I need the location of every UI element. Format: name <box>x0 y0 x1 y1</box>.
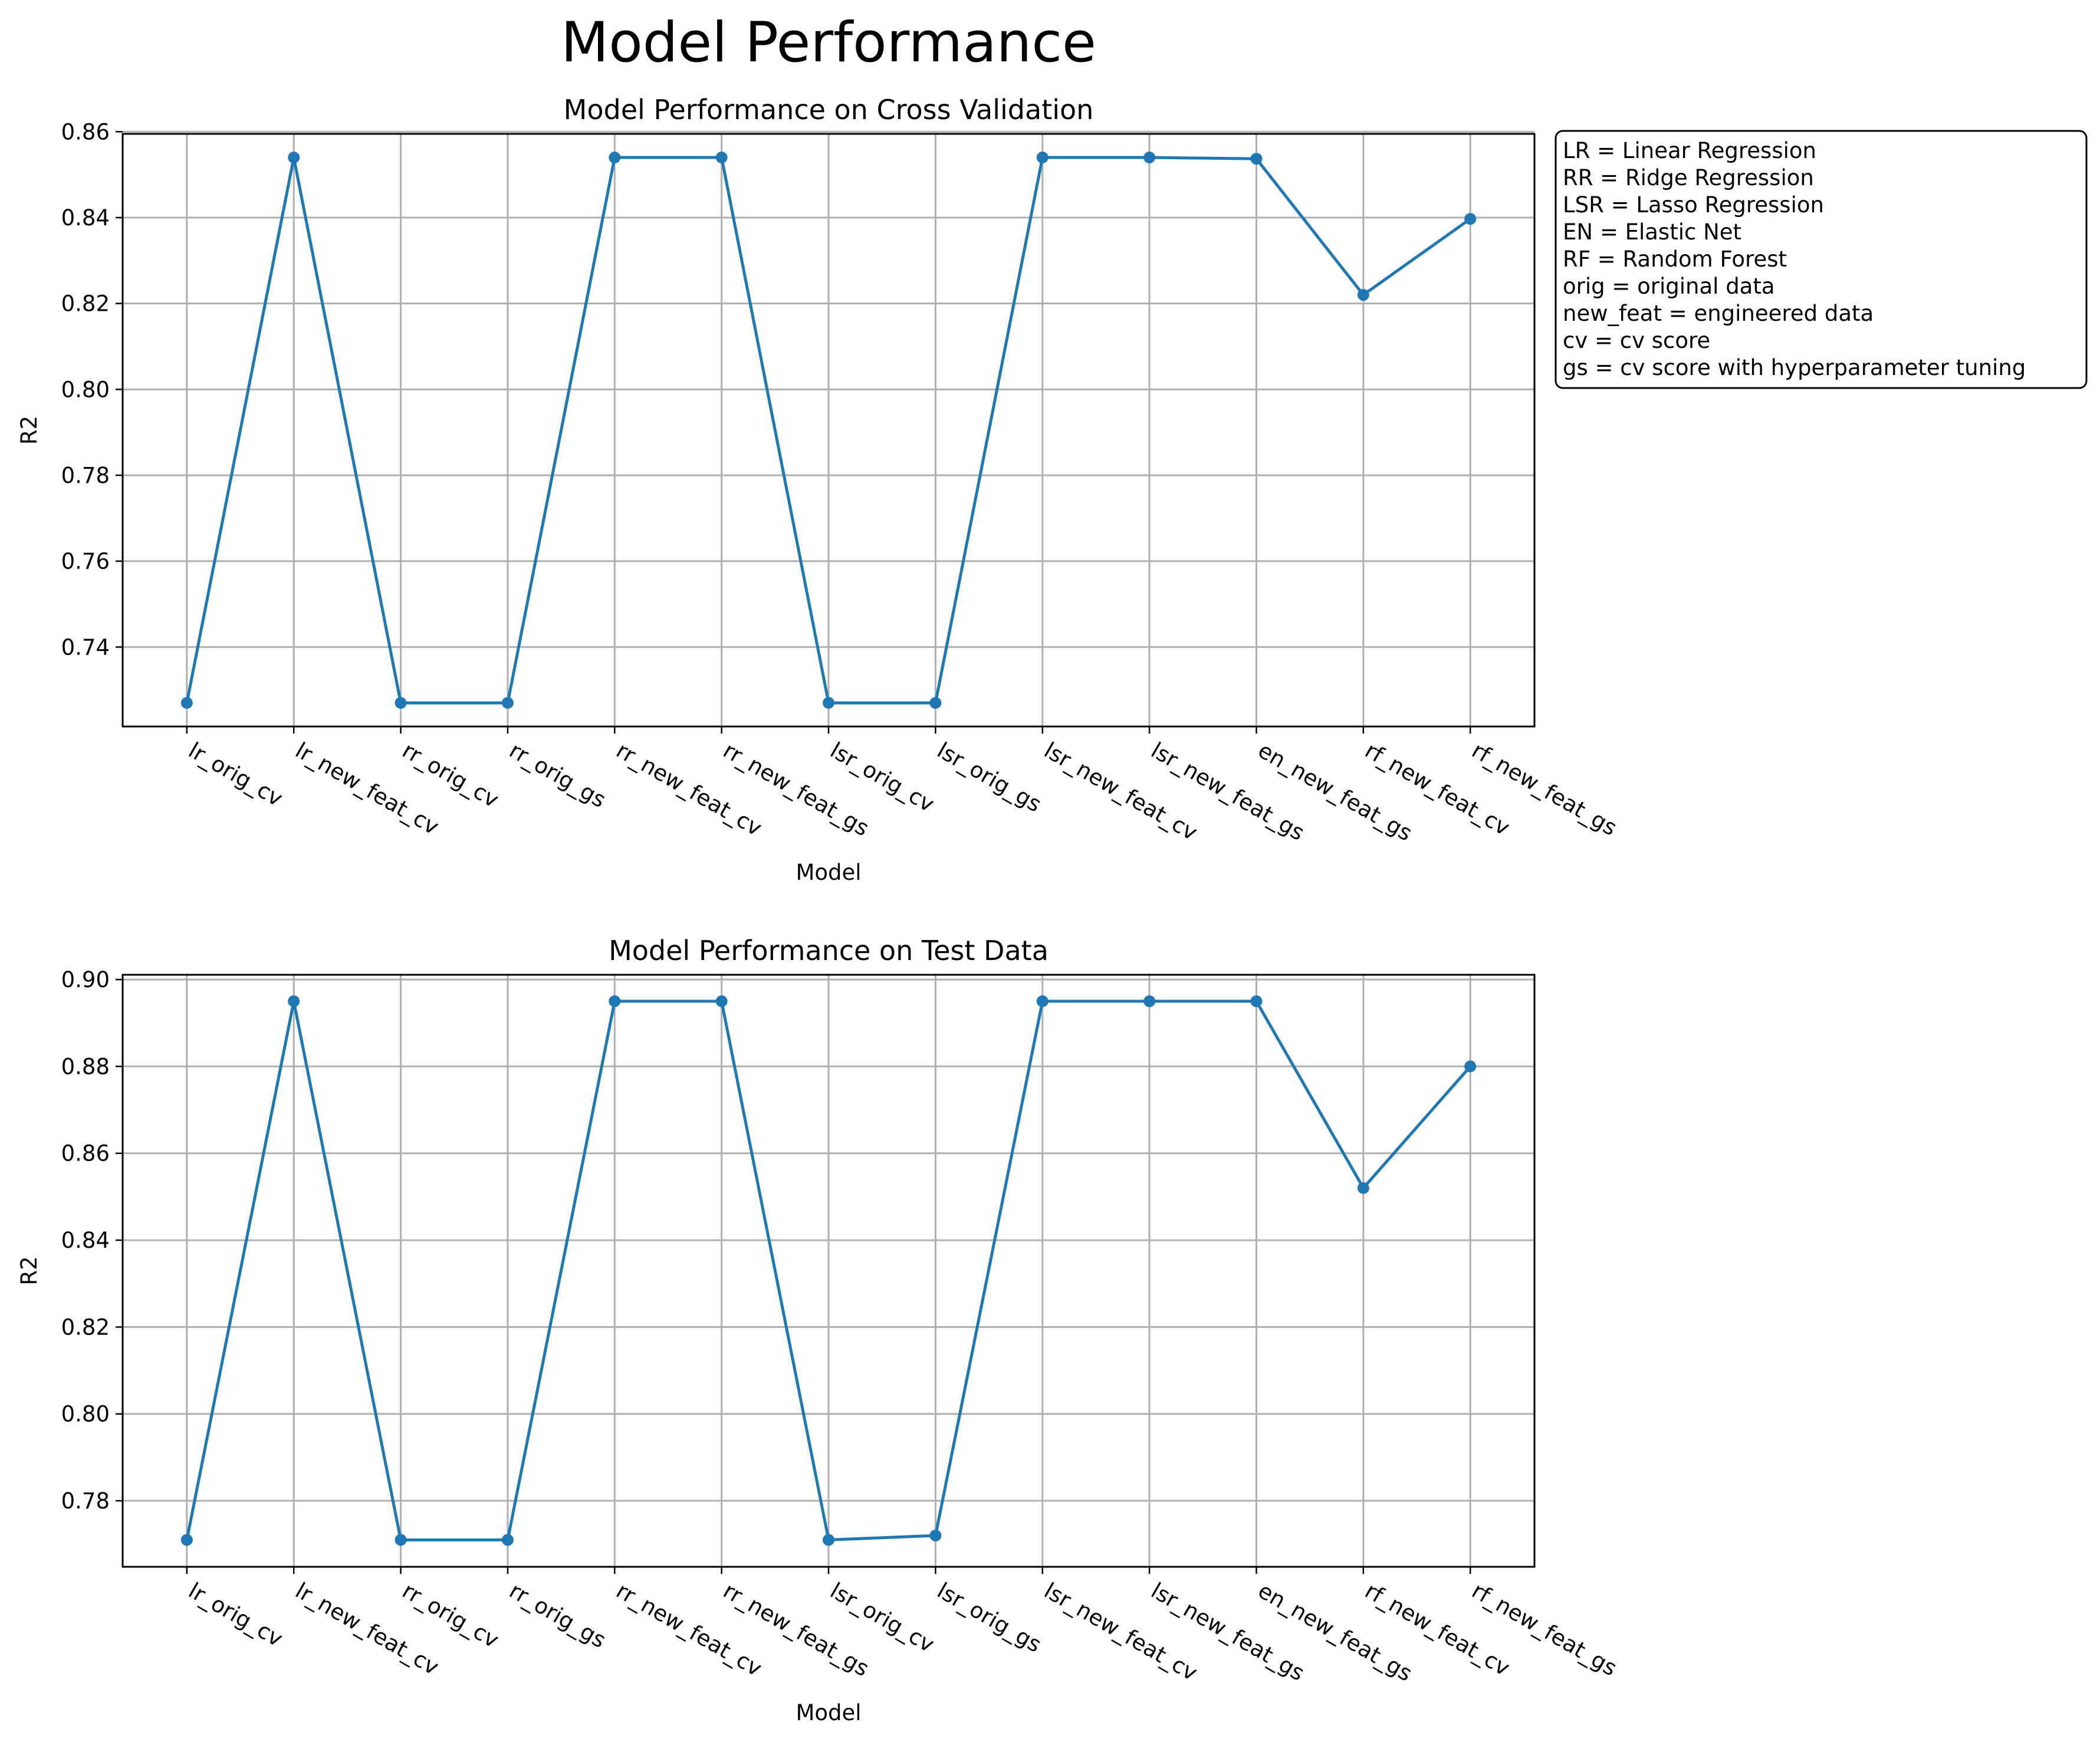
x-tick-label: lsr_orig_gs <box>933 738 1046 817</box>
data-point <box>1464 213 1477 225</box>
y-tick-label: 0.86 <box>61 1141 110 1166</box>
data-point <box>823 1534 834 1546</box>
test-y-axis-label: R2 <box>17 1256 42 1285</box>
x-tick-label: lr_orig_cv <box>184 1578 287 1652</box>
legend-line: new_feat = engineered data <box>1563 301 1874 326</box>
y-tick-label: 0.86 <box>61 119 110 144</box>
figure-title: Model Performance <box>561 11 1096 75</box>
y-tick-label: 0.78 <box>61 463 110 488</box>
y-tick-label: 0.76 <box>61 549 110 574</box>
gridlines <box>123 975 1534 1567</box>
y-tick-label: 0.82 <box>61 291 110 317</box>
x-tick-label: rr_orig_gs <box>505 1578 610 1653</box>
x-tick-label: lr_orig_cv <box>184 738 287 811</box>
data-point <box>715 152 728 164</box>
legend-line: RR = Ridge Regression <box>1563 165 1814 190</box>
data-point <box>288 995 300 1007</box>
y-tick-label: 0.80 <box>61 377 110 402</box>
plot-frame <box>121 133 1536 728</box>
data-point <box>180 696 193 709</box>
gridlines <box>123 130 1534 726</box>
legend-line: cv = cv score <box>1563 328 1710 353</box>
data-point <box>1357 289 1369 301</box>
data-point <box>715 995 728 1007</box>
legend-line: LSR = Lasso Regression <box>1563 192 1824 218</box>
y-tick-label: 0.80 <box>61 1402 110 1427</box>
data-point <box>180 1534 193 1546</box>
data-point <box>395 696 407 709</box>
cv-y-axis-label: R2 <box>17 416 42 445</box>
data-point <box>1250 153 1263 165</box>
data-point <box>501 1534 514 1546</box>
test-performance-panel: Model Performance on Test Data Model R2 … <box>17 935 1621 1725</box>
test-chart-title: Model Performance on Test Data <box>609 935 1049 967</box>
legend-line: orig = original data <box>1563 274 1775 299</box>
test-x-axis-label: Model <box>796 1700 861 1725</box>
data-point <box>609 152 621 164</box>
legend-frame <box>1555 130 2088 389</box>
y-tick-label: 0.90 <box>61 967 110 992</box>
data-point <box>609 995 621 1007</box>
data-point <box>1143 995 1156 1007</box>
legend-line: gs = cv score with hyperparameter tuning <box>1563 355 2026 380</box>
data-point <box>929 696 942 709</box>
data-point <box>288 152 300 164</box>
cv-chart-title: Model Performance on Cross Validation <box>564 94 1094 126</box>
data-point <box>395 1534 407 1546</box>
data-point <box>1036 995 1049 1007</box>
plot-frame <box>121 974 1536 1568</box>
data-point <box>929 1529 942 1541</box>
data-point <box>1357 1182 1369 1194</box>
y-tick-label: 0.74 <box>61 635 110 660</box>
cv-x-axis-label: Model <box>796 860 861 885</box>
legend-line: RF = Random Forest <box>1563 246 1787 272</box>
y-tick-label: 0.84 <box>61 205 110 231</box>
legend-line: LR = Linear Regression <box>1563 138 1816 163</box>
legend-line: EN = Elastic Net <box>1563 219 1741 245</box>
data-point <box>1143 152 1156 164</box>
y-tick-label: 0.84 <box>61 1228 110 1253</box>
data-point <box>1250 995 1263 1007</box>
x-tick-label: rr_orig_gs <box>505 738 610 813</box>
abbreviation-legend-box: LR = Linear Regression RR = Ridge Regres… <box>1555 130 2088 389</box>
y-tick-label: 0.88 <box>61 1054 110 1079</box>
x-tick-label: lsr_orig_gs <box>933 1578 1046 1658</box>
y-tick-label: 0.82 <box>61 1314 110 1340</box>
data-point <box>1464 1060 1477 1073</box>
data-point <box>823 696 834 709</box>
data-point <box>1036 152 1049 164</box>
cv-performance-panel: Model Performance on Cross Validation Mo… <box>17 94 1621 885</box>
y-tick-label: 0.78 <box>61 1488 110 1514</box>
data-point <box>501 696 514 709</box>
